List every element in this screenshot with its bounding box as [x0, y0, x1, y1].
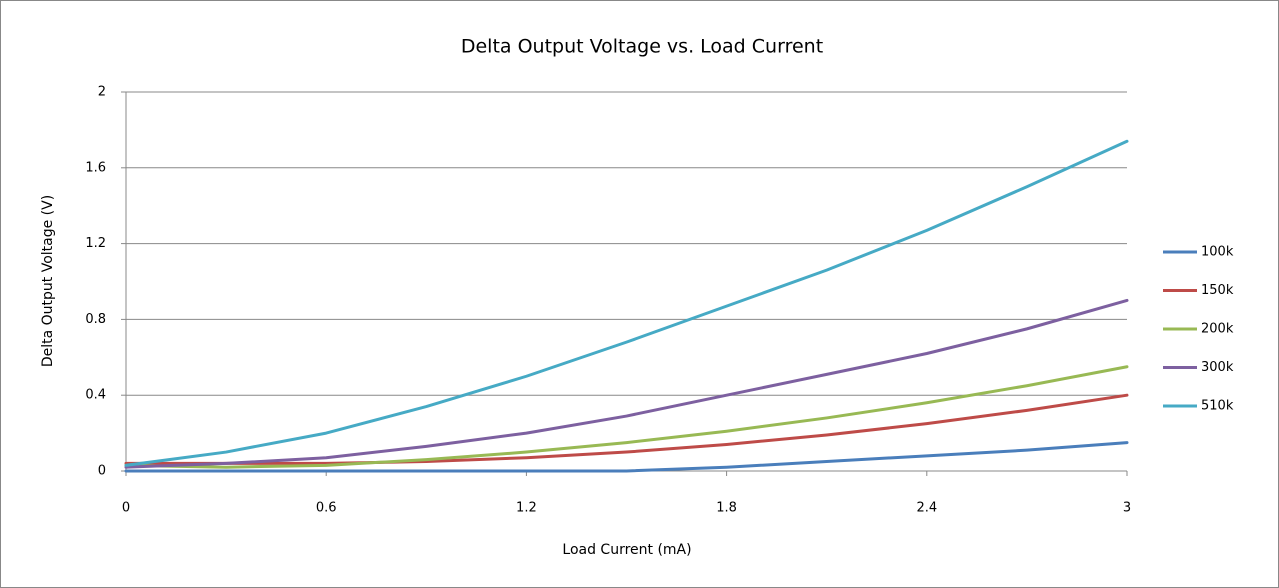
- x-tick-label: 3: [1123, 501, 1131, 516]
- y-tick-label: 0.8: [85, 312, 106, 327]
- legend-label: 200k: [1201, 322, 1234, 337]
- x-tick-label: 1.8: [716, 501, 737, 516]
- series-line: [124, 298, 1129, 469]
- legend-label: 100k: [1201, 245, 1234, 260]
- series-line: [124, 393, 1129, 465]
- legend-label: 300k: [1201, 360, 1234, 375]
- series-line: [124, 365, 1129, 469]
- legend-label: 510k: [1201, 399, 1234, 414]
- legend-label: 150k: [1201, 283, 1234, 298]
- y-tick-label: 1.2: [85, 236, 106, 251]
- y-tick-label: 2: [98, 85, 106, 100]
- x-tick-label: 0: [122, 501, 130, 516]
- x-axis-title: Load Current (mA): [562, 542, 691, 558]
- x-tick-label: 1.2: [516, 501, 537, 516]
- y-tick-label: 1.6: [85, 160, 106, 175]
- y-axis-title: Delta Output Voltage (V): [40, 195, 56, 367]
- series-line: [124, 441, 1129, 473]
- x-tick-label: 2.4: [916, 501, 937, 516]
- y-tick-label: 0.4: [85, 388, 106, 403]
- chart-title: Delta Output Voltage vs. Load Current: [461, 36, 823, 58]
- x-tick-label: 0.6: [316, 501, 337, 516]
- y-tick-label: 0: [98, 464, 106, 479]
- series-line: [124, 139, 1129, 467]
